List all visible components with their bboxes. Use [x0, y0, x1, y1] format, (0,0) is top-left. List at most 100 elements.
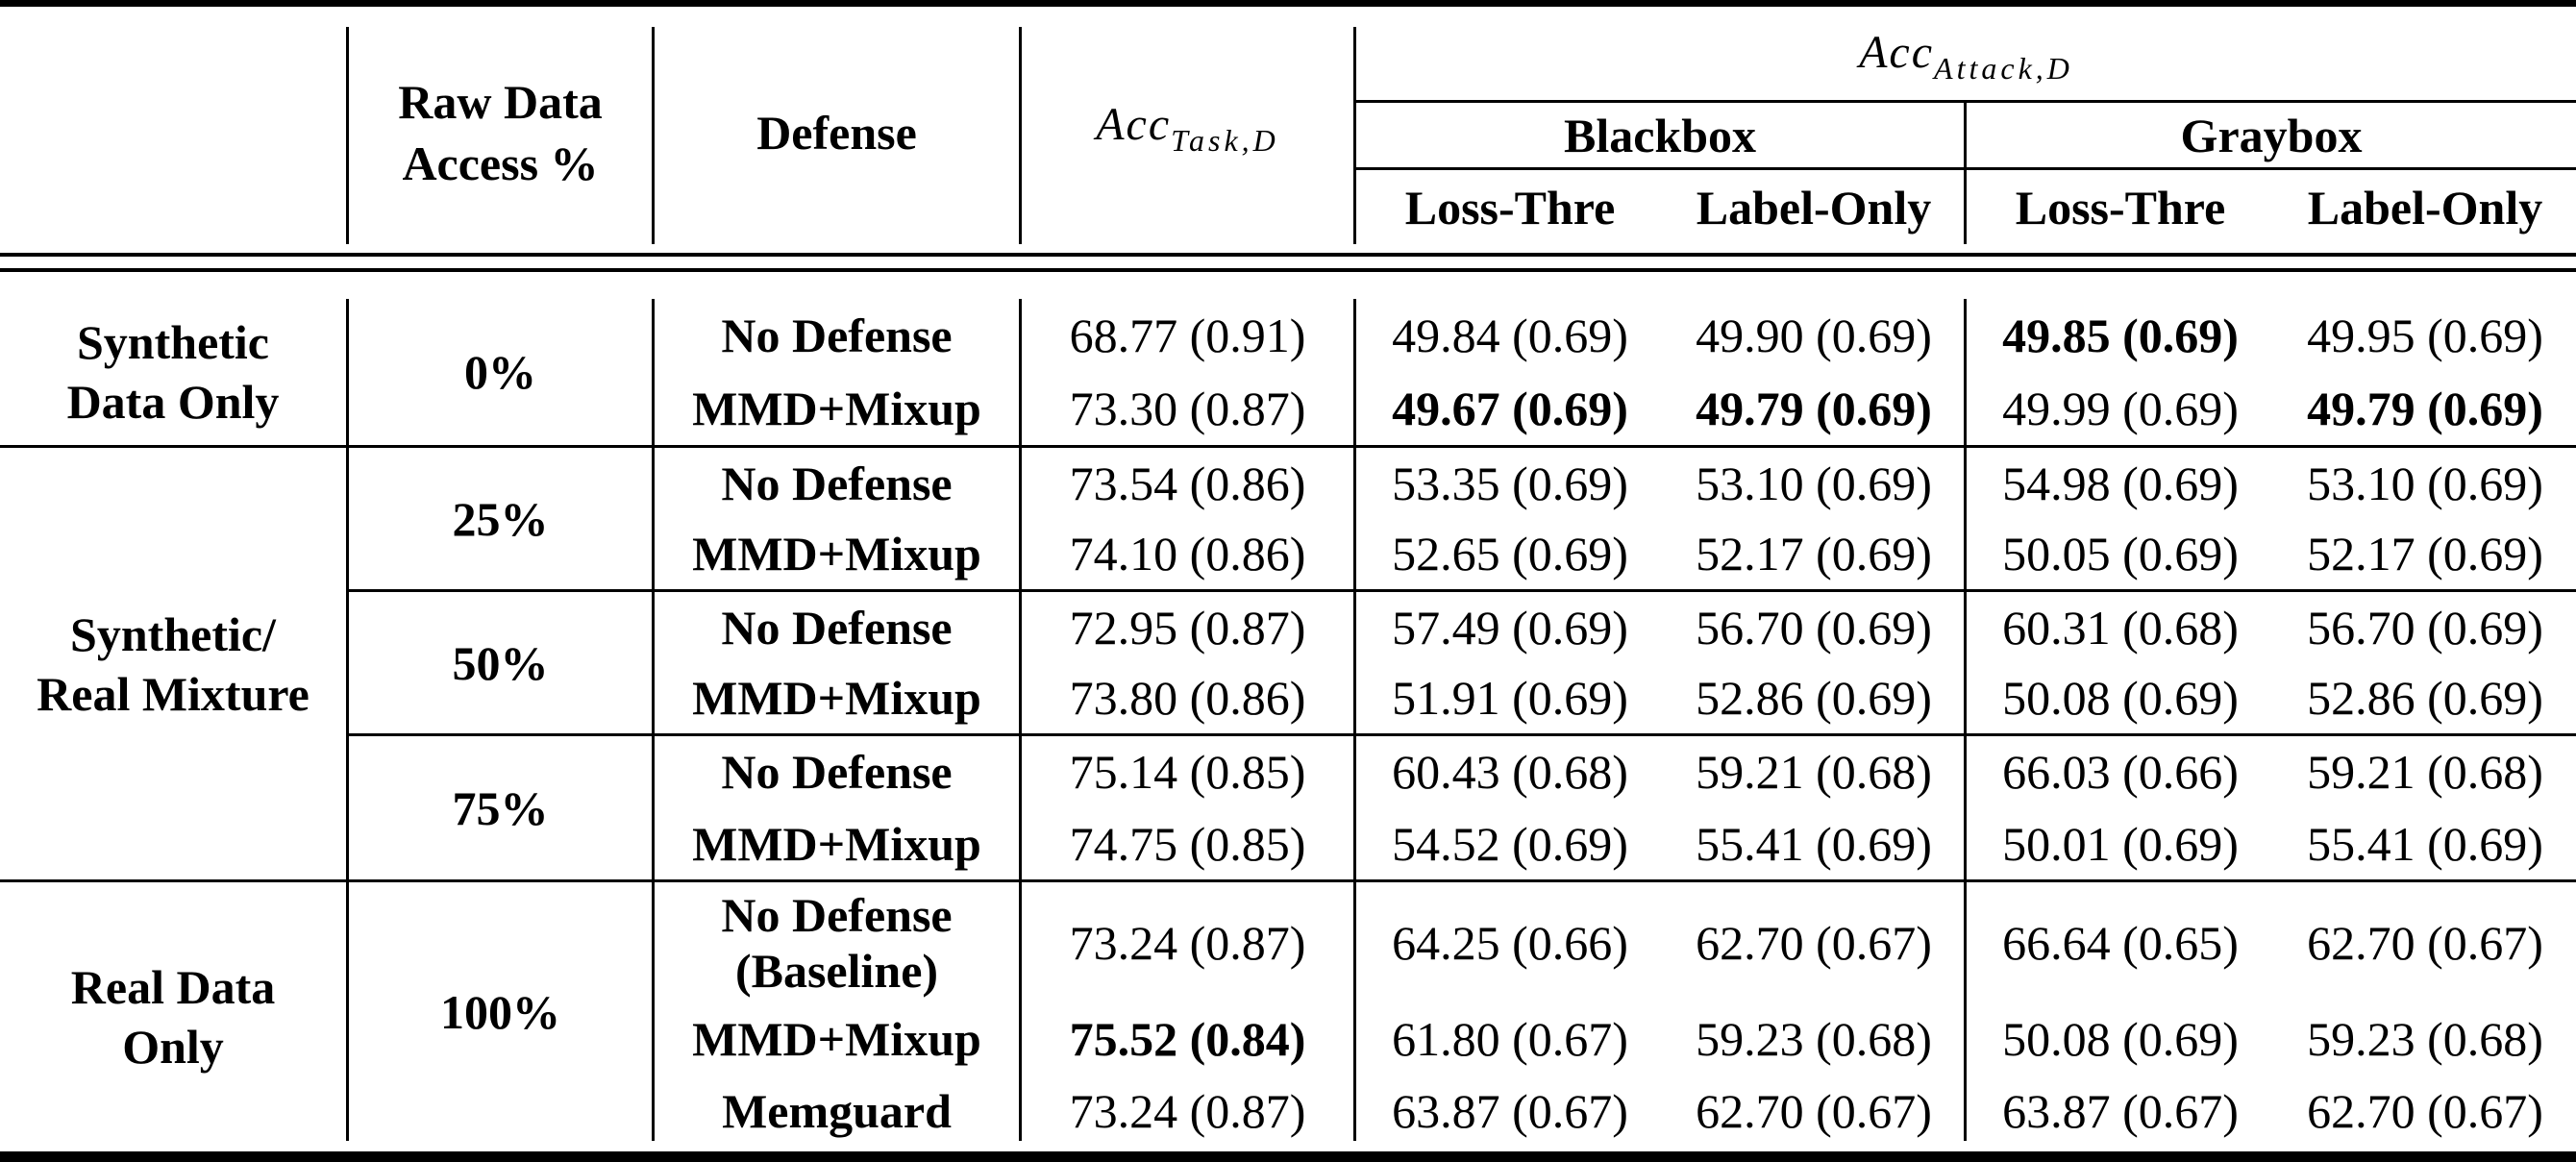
defense-cell: MMD+Mixup — [655, 372, 1019, 445]
attack-sub-rule — [1353, 100, 2576, 103]
gb-label-text: 52.86 (0.69) — [2307, 671, 2543, 725]
defense-cell: Memguard — [655, 1075, 1019, 1148]
defense-text: MMD+Mixup — [692, 1011, 981, 1066]
defense-cell: No Defense (Baseline) — [655, 882, 1019, 1002]
bb-label-text: 59.23 (0.68) — [1696, 1011, 1932, 1066]
header-raw-access: Raw Data Access % — [349, 67, 652, 198]
gb-label-cell: 62.70 (0.67) — [2274, 1075, 2576, 1148]
header-gb-label-text: Label-Only — [2307, 180, 2543, 235]
gb-label-cell: 53.10 (0.69) — [2274, 448, 2576, 518]
task-acc-text: 73.54 (0.86) — [1069, 456, 1306, 510]
header-rule-2 — [0, 268, 2576, 272]
vrule-h-4 — [1353, 27, 1356, 244]
task-acc-cell: 68.77 (0.91) — [1022, 299, 1353, 372]
bb-label-text: 62.70 (0.67) — [1696, 915, 1932, 970]
vrule-b-2 — [652, 299, 655, 1141]
vrule-h-1 — [346, 27, 349, 244]
gb-label-cell: 56.70 (0.69) — [2274, 592, 2576, 662]
gb-label-cell: 52.17 (0.69) — [2274, 518, 2576, 589]
gb-loss-cell: 50.08 (0.69) — [1967, 662, 2274, 733]
header-blackbox-text: Blackbox — [1563, 108, 1757, 162]
bb-loss-text: 49.84 (0.69) — [1392, 309, 1628, 362]
access-value: 100% — [349, 882, 652, 1142]
gb-loss-text: 49.85 (0.69) — [2002, 309, 2239, 362]
access-value: 25% — [349, 448, 652, 589]
gb-loss-text: 54.98 (0.69) — [2002, 456, 2239, 510]
bb-label-cell: 62.70 (0.67) — [1664, 882, 1964, 1002]
gb-loss-cell: 54.98 (0.69) — [1967, 448, 2274, 518]
header-raw-access-text: Raw Data Access % — [398, 75, 603, 190]
gb-label-text: 56.70 (0.69) — [2307, 600, 2543, 655]
bb-label-text: 49.90 (0.69) — [1696, 309, 1932, 362]
defense-cell: No Defense — [655, 736, 1019, 807]
task-acc-text: 68.77 (0.91) — [1069, 309, 1306, 362]
task-acc-cell: 73.54 (0.86) — [1022, 448, 1353, 518]
header-bb-loss: Loss-Thre — [1356, 170, 1664, 244]
bb-label-cell: 62.70 (0.67) — [1664, 1075, 1964, 1148]
task-acc-cell: 73.24 (0.87) — [1022, 1075, 1353, 1148]
task-acc-text: 74.10 (0.86) — [1069, 527, 1306, 581]
bb-label-text: 53.10 (0.69) — [1696, 456, 1932, 510]
header-gb-label: Label-Only — [2274, 170, 2576, 244]
mix-rule-2 — [346, 733, 2576, 736]
bb-loss-text: 54.52 (0.69) — [1392, 816, 1628, 871]
access-value-text: 100% — [440, 985, 560, 1039]
defense-text: MMD+Mixup — [692, 671, 981, 725]
task-acc-cell: 75.14 (0.85) — [1022, 736, 1353, 807]
header-graybox: Graybox — [1967, 103, 2576, 167]
bb-loss-text: 60.43 (0.68) — [1392, 745, 1628, 799]
bb-label-text: 55.41 (0.69) — [1696, 816, 1932, 871]
task-acc-text: 74.75 (0.85) — [1069, 816, 1306, 871]
gb-loss-cell: 49.85 (0.69) — [1967, 299, 2274, 372]
defense-text: Memguard — [722, 1084, 952, 1138]
defense-text: No Defense — [721, 745, 953, 799]
gb-loss-cell: 60.31 (0.68) — [1967, 592, 2274, 662]
access-value: 75% — [349, 736, 652, 879]
bb-loss-cell: 53.35 (0.69) — [1356, 448, 1664, 518]
task-acc-cell: 74.10 (0.86) — [1022, 518, 1353, 589]
task-acc-text: 73.30 (0.87) — [1069, 382, 1306, 435]
gb-label-cell: 52.86 (0.69) — [2274, 662, 2576, 733]
acc-attack-main: Acc — [1859, 27, 1935, 78]
task-acc-text: 75.52 (0.84) — [1069, 1011, 1306, 1066]
task-acc-text: 73.24 (0.87) — [1069, 915, 1306, 970]
access-value-text: 25% — [452, 491, 549, 546]
vrule-b-3 — [1019, 299, 1022, 1141]
bb-label-cell: 52.86 (0.69) — [1664, 662, 1964, 733]
access-value: 50% — [349, 592, 652, 733]
mix-rule-1 — [346, 589, 2576, 592]
gb-loss-text: 49.99 (0.69) — [2002, 382, 2239, 435]
gb-label-text: 59.21 (0.68) — [2307, 745, 2543, 799]
bb-loss-text: 61.80 (0.67) — [1392, 1011, 1628, 1066]
group-label-line1: Real Data — [70, 960, 276, 1014]
bb-loss-text: 49.67 (0.69) — [1392, 382, 1628, 435]
bb-label-cell: 53.10 (0.69) — [1664, 448, 1964, 518]
task-acc-cell: 75.52 (0.84) — [1022, 1002, 1353, 1075]
access-value-text: 50% — [452, 635, 549, 690]
gb-label-cell: 49.79 (0.69) — [2274, 372, 2576, 445]
gb-loss-text: 60.31 (0.68) — [2002, 600, 2239, 655]
gb-loss-text: 66.03 (0.66) — [2002, 745, 2239, 799]
gb-loss-cell: 66.64 (0.65) — [1967, 882, 2274, 1002]
gb-label-text: 55.41 (0.69) — [2307, 816, 2543, 871]
defense-text: No Defense — [721, 887, 953, 942]
group-label: Real Data Only — [0, 882, 346, 1151]
bb-loss-cell: 60.43 (0.68) — [1356, 736, 1664, 807]
top-rule — [0, 0, 2576, 7]
group-label-line2: Data Only — [66, 375, 280, 429]
header-blackbox: Blackbox — [1356, 103, 1964, 167]
bb-loss-text: 64.25 (0.66) — [1392, 915, 1628, 970]
bb-loss-text: 63.87 (0.67) — [1392, 1084, 1628, 1138]
task-acc-cell: 72.95 (0.87) — [1022, 592, 1353, 662]
gb-label-text: 52.17 (0.69) — [2307, 527, 2543, 581]
gb-loss-cell: 66.03 (0.66) — [1967, 736, 2274, 807]
defense-cell: MMD+Mixup — [655, 807, 1019, 879]
access-value-text: 75% — [452, 780, 549, 835]
group-label: Synthetic/ Real Mixture — [0, 448, 346, 879]
gb-loss-text: 50.05 (0.69) — [2002, 527, 2239, 581]
vrule-b-4 — [1353, 299, 1356, 1141]
gb-label-text: 49.95 (0.69) — [2307, 309, 2543, 362]
gb-label-text: 62.70 (0.67) — [2307, 915, 2543, 970]
defense-text: MMD+Mixup — [692, 527, 981, 581]
task-acc-cell: 73.30 (0.87) — [1022, 372, 1353, 445]
